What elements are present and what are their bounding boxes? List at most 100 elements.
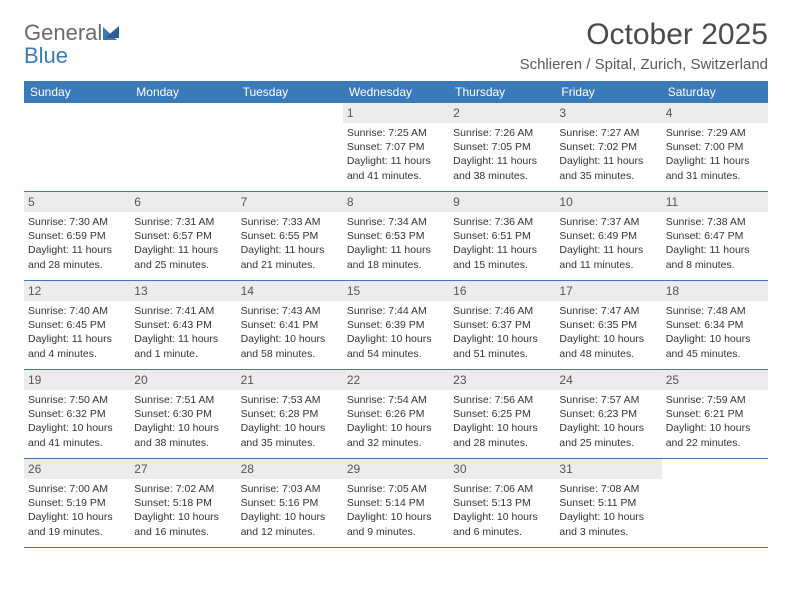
day-number: 6 (130, 192, 236, 212)
day-cell: . (237, 103, 343, 191)
day-number: 10 (555, 192, 661, 212)
week-row: 26Sunrise: 7:00 AMSunset: 5:19 PMDayligh… (24, 459, 768, 548)
sunset-text: Sunset: 6:37 PM (453, 318, 551, 332)
day-number: 21 (237, 370, 343, 390)
sunset-text: Sunset: 6:49 PM (559, 229, 657, 243)
sunset-text: Sunset: 5:16 PM (241, 496, 339, 510)
sunset-text: Sunset: 7:00 PM (666, 140, 764, 154)
week-row: 19Sunrise: 7:50 AMSunset: 6:32 PMDayligh… (24, 370, 768, 459)
day-number: 30 (449, 459, 555, 479)
day-info: Sunrise: 7:48 AMSunset: 6:34 PMDaylight:… (666, 304, 764, 361)
day-cell: 26Sunrise: 7:00 AMSunset: 5:19 PMDayligh… (24, 459, 130, 547)
daylight-text: Daylight: 11 hours and 1 minute. (134, 332, 232, 360)
sunrise-text: Sunrise: 7:34 AM (347, 215, 445, 229)
sunrise-text: Sunrise: 7:59 AM (666, 393, 764, 407)
day-cell: 20Sunrise: 7:51 AMSunset: 6:30 PMDayligh… (130, 370, 236, 458)
day-number: 20 (130, 370, 236, 390)
day-cell: 1Sunrise: 7:25 AMSunset: 7:07 PMDaylight… (343, 103, 449, 191)
day-cell: . (662, 459, 768, 547)
day-cell: . (24, 103, 130, 191)
day-cell: 18Sunrise: 7:48 AMSunset: 6:34 PMDayligh… (662, 281, 768, 369)
daylight-text: Daylight: 11 hours and 4 minutes. (28, 332, 126, 360)
day-number: 29 (343, 459, 449, 479)
sunset-text: Sunset: 6:59 PM (28, 229, 126, 243)
week-row: 5Sunrise: 7:30 AMSunset: 6:59 PMDaylight… (24, 192, 768, 281)
day-cell: 27 Sunrise: 7:02 AMSunset: 5:18 PMDayligh… (130, 459, 236, 547)
day-cell: 12Sunrise: 7:40 AMSunset: 6:45 PMDayligh… (24, 281, 130, 369)
day-number: 9 (449, 192, 555, 212)
day-number: 26 (24, 459, 130, 479)
day-info: Sunrise: 7:02 AMSunset: 5:18 PMDaylight:… (134, 482, 232, 539)
brand-logo: General Blue (24, 18, 123, 68)
sunrise-text: Sunrise: 7:27 AM (559, 126, 657, 140)
daylight-text: Daylight: 10 hours and 38 minutes. (134, 421, 232, 449)
day-cell: 15Sunrise: 7:44 AMSunset: 6:39 PMDayligh… (343, 281, 449, 369)
sunset-text: Sunset: 6:21 PM (666, 407, 764, 421)
day-info: Sunrise: 7:59 AMSunset: 6:21 PMDaylight:… (666, 393, 764, 450)
sunrise-text: Sunrise: 7:40 AM (28, 304, 126, 318)
sunrise-text: Sunrise: 7:53 AM (241, 393, 339, 407)
day-info: Sunrise: 7:08 AMSunset: 5:11 PMDaylight:… (559, 482, 657, 539)
sunrise-text: Sunrise: 7:08 AM (559, 482, 657, 496)
sunrise-text: Sunrise: 7:29 AM (666, 126, 764, 140)
sunset-text: Sunset: 5:11 PM (559, 496, 657, 510)
sunrise-text: Sunrise: 7:38 AM (666, 215, 764, 229)
dow-wednesday: Wednesday (343, 81, 449, 103)
day-number: 1 (343, 103, 449, 123)
sunset-text: Sunset: 6:23 PM (559, 407, 657, 421)
day-info: Sunrise: 7:40 AMSunset: 6:45 PMDaylight:… (28, 304, 126, 361)
daylight-text: Daylight: 11 hours and 21 minutes. (241, 243, 339, 271)
day-info: Sunrise: 7:34 AMSunset: 6:53 PMDaylight:… (347, 215, 445, 272)
sunrise-text: Sunrise: 7:54 AM (347, 393, 445, 407)
dow-thursday: Thursday (449, 81, 555, 103)
day-cell: 13Sunrise: 7:41 AMSunset: 6:43 PMDayligh… (130, 281, 236, 369)
sunset-text: Sunset: 5:18 PM (134, 496, 232, 510)
day-info: Sunrise: 7:56 AMSunset: 6:25 PMDaylight:… (453, 393, 551, 450)
sunrise-text: Sunrise: 7:36 AM (453, 215, 551, 229)
day-info: Sunrise: 7:46 AMSunset: 6:37 PMDaylight:… (453, 304, 551, 361)
day-number: 28 (237, 459, 343, 479)
daylight-text: Daylight: 10 hours and 28 minutes. (453, 421, 551, 449)
day-cell: 11Sunrise: 7:38 AMSunset: 6:47 PMDayligh… (662, 192, 768, 280)
sunrise-text: Sunrise: 7:51 AM (134, 393, 232, 407)
brand-name-part2: Blue (24, 45, 68, 67)
header: General Blue October 2025 Schlieren / Sp… (24, 18, 768, 73)
day-number: 27 (130, 459, 236, 479)
day-cell: . (130, 103, 236, 191)
dow-saturday: Saturday (662, 81, 768, 103)
daylight-text: Daylight: 11 hours and 11 minutes. (559, 243, 657, 271)
day-number: 15 (343, 281, 449, 301)
day-number: 17 (555, 281, 661, 301)
daylight-text: Daylight: 10 hours and 35 minutes. (241, 421, 339, 449)
sunrise-text: Sunrise: 7:48 AM (666, 304, 764, 318)
day-number: 23 (449, 370, 555, 390)
daylight-text: Daylight: 11 hours and 25 minutes. (134, 243, 232, 271)
day-info: Sunrise: 7:41 AMSunset: 6:43 PMDaylight:… (134, 304, 232, 361)
day-info: Sunrise: 7:37 AMSunset: 6:49 PMDaylight:… (559, 215, 657, 272)
day-cell: 2Sunrise: 7:26 AMSunset: 7:05 PMDaylight… (449, 103, 555, 191)
sunrise-text: Sunrise: 7:30 AM (28, 215, 126, 229)
sunset-text: Sunset: 5:13 PM (453, 496, 551, 510)
daylight-text: Daylight: 11 hours and 31 minutes. (666, 154, 764, 182)
day-info: Sunrise: 7:38 AMSunset: 6:47 PMDaylight:… (666, 215, 764, 272)
sunrise-text: Sunrise: 7:05 AM (347, 482, 445, 496)
sunrise-text: Sunrise: 7:56 AM (453, 393, 551, 407)
daylight-text: Daylight: 10 hours and 3 minutes. (559, 510, 657, 538)
sunrise-text: Sunrise: 7:41 AM (134, 304, 232, 318)
sunrise-text: Sunrise: 7:47 AM (559, 304, 657, 318)
day-cell: 25Sunrise: 7:59 AMSunset: 6:21 PMDayligh… (662, 370, 768, 458)
sunset-text: Sunset: 6:28 PM (241, 407, 339, 421)
day-cell: 22Sunrise: 7:54 AMSunset: 6:26 PMDayligh… (343, 370, 449, 458)
daylight-text: Daylight: 11 hours and 35 minutes. (559, 154, 657, 182)
sunset-text: Sunset: 5:14 PM (347, 496, 445, 510)
daylight-text: Daylight: 10 hours and 16 minutes. (134, 510, 232, 538)
title-block: October 2025 Schlieren / Spital, Zurich,… (520, 18, 768, 73)
day-number: 7 (237, 192, 343, 212)
week-row: ...1Sunrise: 7:25 AMSunset: 7:07 PMDayli… (24, 103, 768, 192)
daylight-text: Daylight: 10 hours and 58 minutes. (241, 332, 339, 360)
day-info: Sunrise: 7:57 AMSunset: 6:23 PMDaylight:… (559, 393, 657, 450)
calendar-page: General Blue October 2025 Schlieren / Sp… (0, 0, 792, 560)
day-cell: 30Sunrise: 7:06 AMSunset: 5:13 PMDayligh… (449, 459, 555, 547)
sunrise-text: Sunrise: 7:25 AM (347, 126, 445, 140)
sunset-text: Sunset: 6:41 PM (241, 318, 339, 332)
